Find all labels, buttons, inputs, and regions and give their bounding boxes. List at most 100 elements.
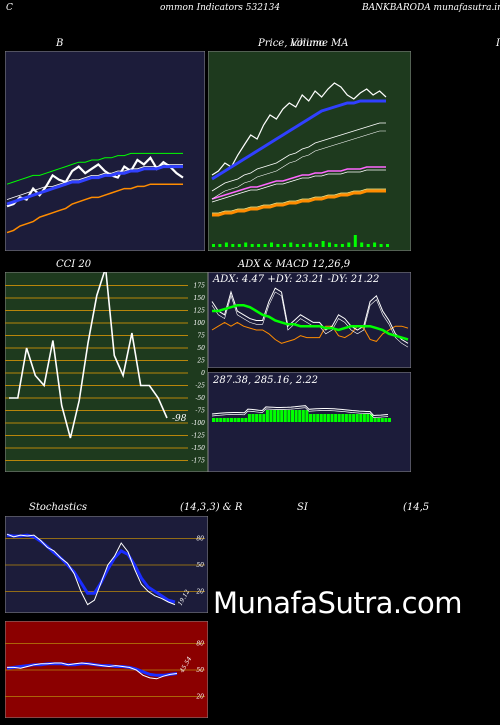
price-ma-orange <box>212 189 386 217</box>
volume-bar <box>282 244 286 247</box>
cci-line <box>9 272 168 439</box>
macd-histogram-bar <box>269 410 273 422</box>
b-orange-line <box>6 183 183 234</box>
macd-histogram-bar <box>337 414 341 422</box>
price-ma-orange-edge <box>212 188 386 214</box>
volume-bar <box>379 244 383 247</box>
macd-histogram-bar <box>388 418 391 422</box>
cci-bg <box>5 272 208 472</box>
cci-tick-label: 100 <box>194 320 206 327</box>
macd-histogram-bar <box>276 410 280 422</box>
cci-tick-label: -100 <box>192 420 206 427</box>
stoch-k-line <box>6 533 176 606</box>
rsi-params: (14,5 <box>403 502 430 513</box>
volume-bar <box>353 235 357 247</box>
macd-histogram-bar <box>373 418 377 422</box>
rsi-tick-label: 80 <box>196 641 204 648</box>
stoch-d-line <box>6 533 176 604</box>
stoch-bg <box>5 516 208 613</box>
macd-histogram-bar <box>366 414 370 422</box>
volume-bar <box>218 244 222 247</box>
adx-line <box>212 304 409 341</box>
volume-bar <box>340 244 344 247</box>
cci-tick-label: 0 <box>201 370 205 377</box>
macd-histogram-bar <box>301 410 305 422</box>
volume-bar <box>347 242 351 247</box>
macd-histogram-bar <box>334 414 338 422</box>
adx-plus-dy <box>211 287 409 344</box>
macd-histogram-bar <box>247 414 251 422</box>
cci-chart: 175 150 125 100 75 50 25 0 -25 -50 -75 -100 -125 -150… <box>5 272 208 472</box>
volume-bar <box>373 242 377 247</box>
macd-histogram-bar <box>384 418 388 422</box>
macd-histogram-bar <box>291 410 294 422</box>
macd-histogram-bar <box>212 418 215 422</box>
volume-bar <box>302 244 306 247</box>
rsi-line <box>7 662 178 680</box>
macd-chart <box>208 372 411 472</box>
header-right: BANKBARODA munafasutra.in <box>362 3 500 13</box>
stoch-params: (14,3,3) & R <box>180 502 243 513</box>
cci-tick-label: -175 <box>192 458 206 465</box>
price-ma-white-2 <box>211 130 386 200</box>
price-ma-pink <box>211 166 386 200</box>
volume-bar <box>276 244 280 247</box>
volume-bar <box>250 244 254 247</box>
macd-histogram-bar <box>319 414 323 422</box>
macd-histogram-bar <box>355 414 359 422</box>
price-ma-pink-edge <box>211 169 386 203</box>
macd-histogram-bar <box>326 414 330 422</box>
b-green-line <box>6 152 183 185</box>
macd-histogram-bar <box>240 418 244 422</box>
stoch-tick-label: 80 <box>196 536 204 543</box>
volume-title-word: Volume <box>290 38 328 49</box>
macd-histogram-bar <box>283 410 287 422</box>
rsi-bg <box>5 621 208 718</box>
price-line <box>211 82 387 176</box>
volume-bar <box>244 242 248 247</box>
adx-values: ADX: 4.47 +DY: 23.21 -DY: 21.22 <box>213 274 380 285</box>
macd-histogram-bar <box>222 418 226 422</box>
cci-tick-label: -125 <box>192 433 206 440</box>
macd-histogram-bar <box>251 414 255 422</box>
cci-tick-label: 25 <box>196 358 205 365</box>
volume-bar <box>295 244 299 247</box>
header-left: C <box>6 3 13 13</box>
stoch-title: Stochastics <box>29 502 87 513</box>
price-ma-white <box>211 122 386 192</box>
volume-bar <box>366 244 370 247</box>
macd-histogram-bar <box>233 418 237 422</box>
stoch-tick-label: 20 <box>195 588 204 595</box>
macd-histogram-bar <box>377 418 381 422</box>
cci-tick-label: 175 <box>194 283 206 290</box>
cci-title: CCI 20 <box>56 259 92 270</box>
macd-histogram-bar <box>380 418 384 422</box>
stoch-tick-label: 50 <box>196 562 204 569</box>
adx-minus-dy <box>211 321 409 344</box>
volume-bar <box>321 241 325 247</box>
macd-histogram-bar <box>359 414 363 422</box>
macd-histogram-bar <box>244 418 248 422</box>
ichimoku-overlap-title: Ichimo <box>290 38 325 49</box>
volume-bar <box>257 244 261 247</box>
macd-histogram-bar <box>316 414 320 422</box>
price-title-word: Price, <box>258 38 288 49</box>
macd-histogram-bar <box>330 414 334 422</box>
volume-bar <box>224 242 228 247</box>
volume-bar <box>231 244 235 247</box>
macd-histogram-bar <box>370 414 373 422</box>
macd-line <box>211 405 389 417</box>
volume-bar <box>334 244 338 247</box>
macd-histogram-bar <box>287 410 291 422</box>
macd-histogram-bar <box>341 414 345 422</box>
volume-bar <box>263 244 267 247</box>
macd-histogram-bar <box>305 410 309 422</box>
price-panel-chart <box>208 51 411 251</box>
cci-tick-label: -25 <box>195 383 205 390</box>
cci-last-label: -98 <box>172 414 187 424</box>
macd-histogram-bar <box>230 418 233 422</box>
macd-histogram-bar <box>273 410 277 422</box>
macd-histogram-bar <box>344 414 348 422</box>
b-price-line <box>6 156 184 208</box>
volume-bar <box>237 244 241 247</box>
